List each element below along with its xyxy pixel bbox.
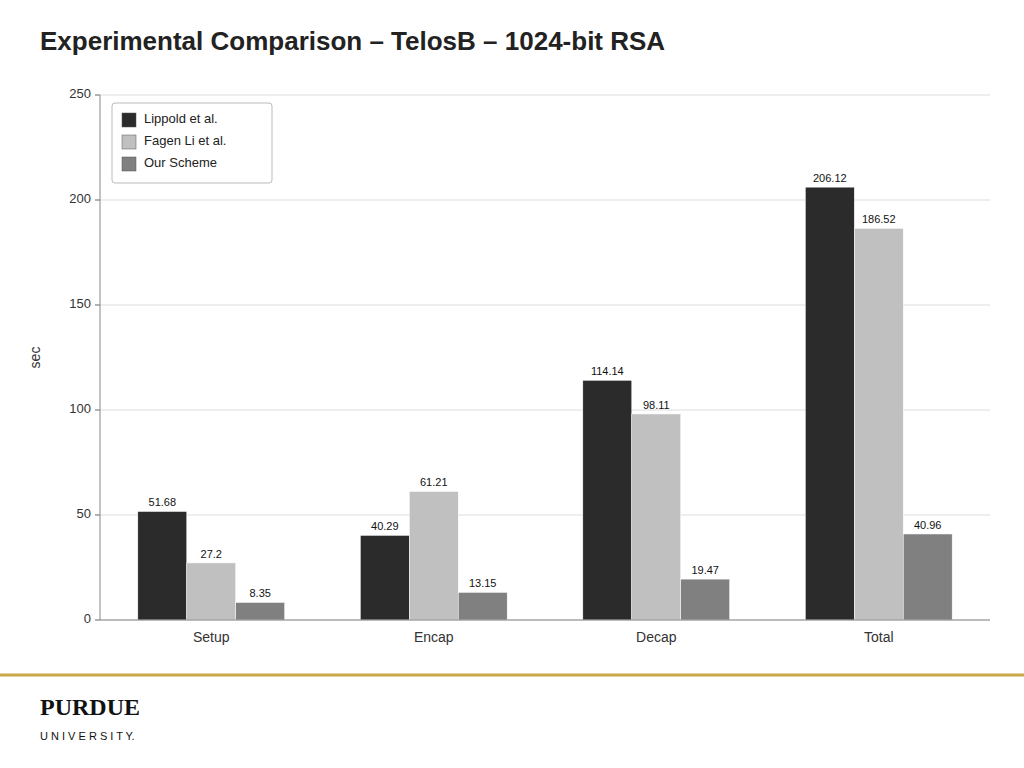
bar xyxy=(805,187,854,620)
page: {"chart_data": {"type": "bar", "title": … xyxy=(0,0,1024,768)
legend-swatch xyxy=(122,135,136,149)
grid-line xyxy=(100,95,990,96)
grid-line xyxy=(100,200,990,201)
bar xyxy=(681,579,730,620)
annotations: PURDUE U N I V E R S I T Y. xyxy=(0,675,1024,742)
data-label: 40.96 xyxy=(914,519,942,531)
bar xyxy=(903,534,952,620)
bar xyxy=(360,535,409,620)
bar xyxy=(236,602,285,620)
data-label: 206.12 xyxy=(813,172,847,184)
separator xyxy=(0,674,1024,677)
tick xyxy=(95,305,100,306)
category-label: Encap xyxy=(414,629,454,645)
tick xyxy=(95,515,100,516)
tick-label: 150 xyxy=(69,296,91,311)
chart: Experimental Comparison – TelosB – 1024-… xyxy=(0,0,1024,768)
data-label: 114.14 xyxy=(591,365,624,377)
legend-label: Fagen Li et al. xyxy=(144,133,226,148)
legend-label: Our Scheme xyxy=(144,155,217,170)
tick-label: 100 xyxy=(69,401,91,416)
x-axis: Setup Encap Decap Total xyxy=(100,620,990,645)
category-label: Setup xyxy=(193,629,230,645)
tick-label: 0 xyxy=(84,611,91,626)
legend-swatch xyxy=(122,157,136,171)
annotation: U N I V E R S I T Y. xyxy=(40,730,135,742)
bars xyxy=(138,187,952,620)
data-label: 27.2 xyxy=(201,548,222,560)
bar xyxy=(854,228,903,620)
y-axis: 0 50 100 150 200 250 xyxy=(69,86,100,626)
legend: Lippold et al. Fagen Li et al. Our Schem… xyxy=(112,103,272,183)
data-label: 8.35 xyxy=(249,587,270,599)
annotation: PURDUE xyxy=(40,694,140,720)
title: Experimental Comparison – TelosB – 1024-… xyxy=(40,26,665,56)
data-label: 40.29 xyxy=(371,520,399,532)
legend-box xyxy=(112,103,272,183)
data-labels: 51.68 40.29 114.14 206.12 27.2 61.21 98.11 186.… xyxy=(149,172,942,599)
tick xyxy=(95,200,100,201)
legend-label: Lippold et al. xyxy=(144,111,218,126)
tick xyxy=(95,410,100,411)
bar xyxy=(409,491,458,620)
category-label: Total xyxy=(864,629,894,645)
data-label: 61.21 xyxy=(420,476,448,488)
bar xyxy=(187,563,236,620)
tick-label: 50 xyxy=(77,506,91,521)
legend-swatch xyxy=(122,113,136,127)
data-label: 98.11 xyxy=(643,399,670,411)
grid-line xyxy=(100,620,990,621)
bar xyxy=(632,414,681,620)
y-axis-line xyxy=(100,95,101,620)
bar xyxy=(583,380,632,620)
grid xyxy=(100,95,990,620)
data-label: 186.52 xyxy=(862,213,896,225)
category-label: Decap xyxy=(636,629,677,645)
tick-label: 200 xyxy=(69,191,91,206)
data-label: 51.68 xyxy=(149,496,177,508)
tick xyxy=(95,95,100,96)
axis-label: sec xyxy=(27,347,43,369)
tick-label: 250 xyxy=(69,86,91,101)
tick xyxy=(95,620,100,621)
x-axis-line xyxy=(100,620,990,621)
data-label: 19.47 xyxy=(691,564,719,576)
data-label: 13.15 xyxy=(469,577,497,589)
bar xyxy=(138,511,187,620)
bar xyxy=(458,592,507,620)
